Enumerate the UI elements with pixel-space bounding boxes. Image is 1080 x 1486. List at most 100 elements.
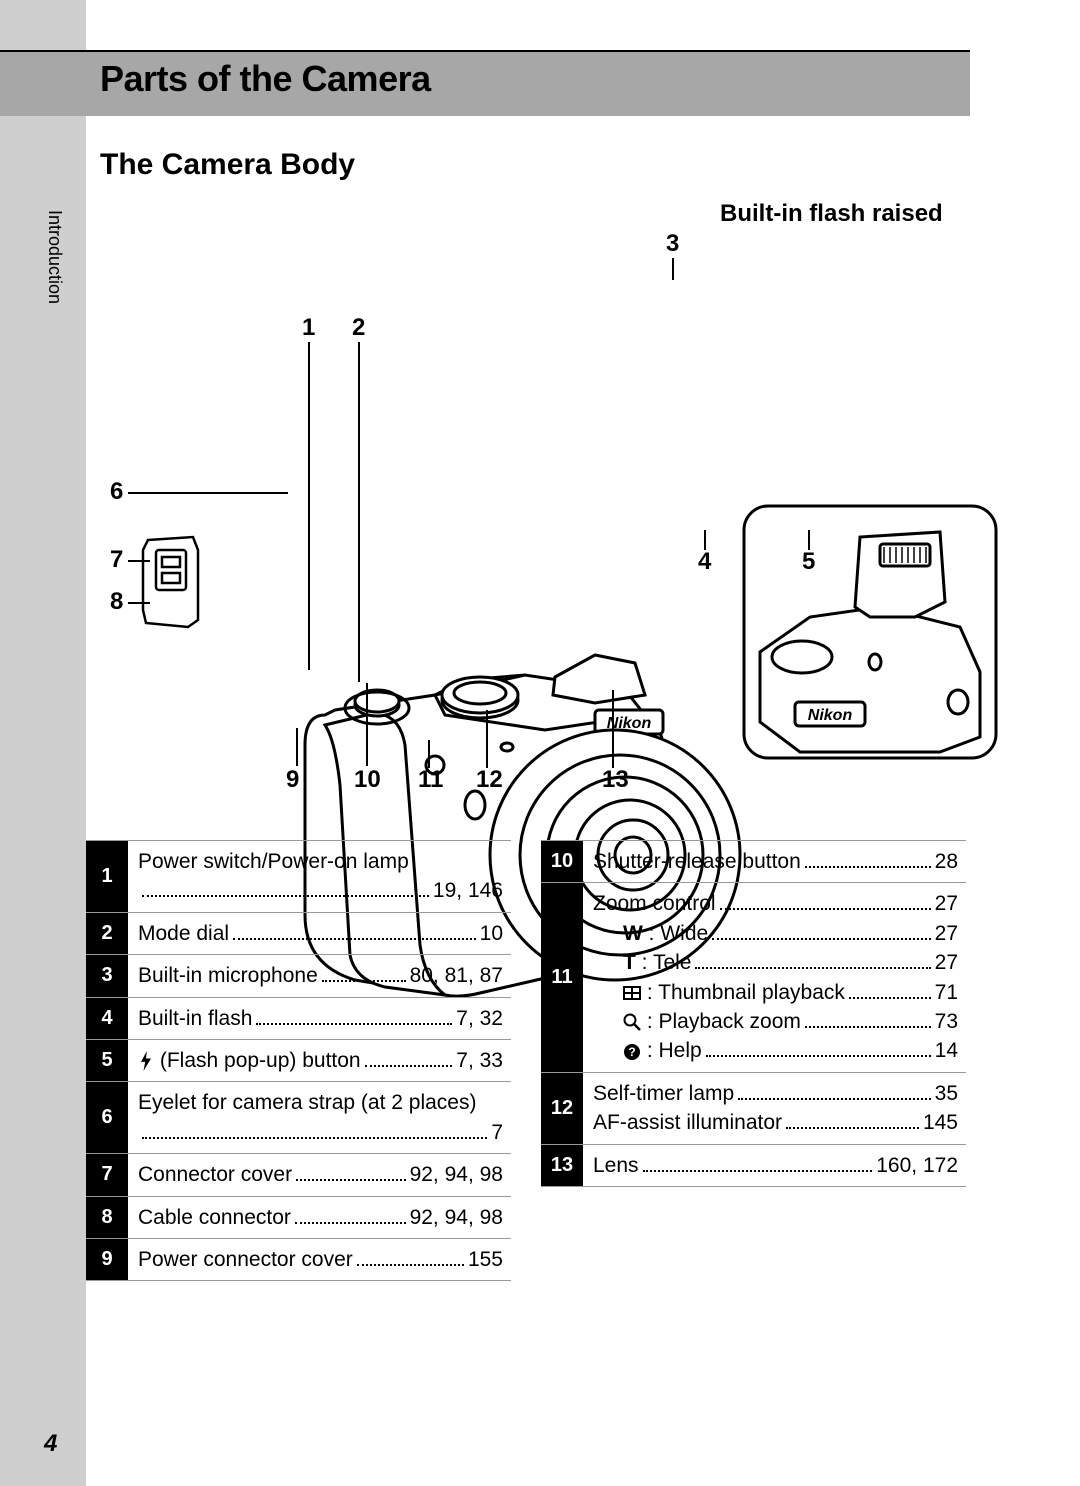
callout-5: 5 [802, 548, 815, 576]
callout-12: 12 [476, 766, 503, 794]
table-row: 3 Built-in microphone 80, 81, 87 [86, 954, 511, 996]
row-number: 12 [541, 1073, 583, 1144]
entry-label: ? : Help [623, 1036, 702, 1065]
parts-table-right: 10Shutter-release button2811Zoom control… [541, 840, 966, 1281]
svg-text:?: ? [628, 1045, 635, 1059]
row-description: Power connector cover 155 [128, 1239, 511, 1280]
row-number: 2 [86, 913, 128, 954]
entry-label: Zoom control [593, 889, 716, 918]
entry-page: 35 [935, 1079, 958, 1108]
camera-diagram: Nikon [100, 230, 900, 800]
row-description: Self-timer lamp 35 AF-assist illuminator 14… [583, 1073, 966, 1144]
entry-page: 7, 32 [456, 1004, 503, 1033]
row-number: 7 [86, 1154, 128, 1195]
callout-11: 11 [418, 766, 443, 794]
entry-page: 7 [491, 1118, 503, 1147]
row-description: Power switch/Power-on lamp 19, 146 [128, 841, 511, 912]
entry-label: Mode dial [138, 919, 229, 948]
entry-label: Lens [593, 1151, 639, 1180]
row-description: Shutter-release button 28 [583, 841, 966, 882]
entry-label: Built-in microphone [138, 961, 318, 990]
row-description: Mode dial 10 [128, 913, 511, 954]
entry-page: 145 [923, 1108, 958, 1137]
parts-reference-table: 1Power switch/Power-on lamp19, 1462Mode … [86, 840, 966, 1281]
row-number: 1 [86, 841, 128, 912]
callout-4: 4 [698, 548, 711, 576]
flash-inset-label: Built-in flash raised [720, 200, 943, 228]
row-description: Connector cover 92, 94, 98 [128, 1154, 511, 1195]
row-number: 6 [86, 1082, 128, 1153]
row-number: 3 [86, 955, 128, 996]
section-title: The Camera Body [100, 148, 355, 182]
entry-label: (Flash pop-up) button [138, 1046, 361, 1075]
entry-page: 92, 94, 98 [410, 1160, 503, 1189]
row-description: Lens 160, 172 [583, 1145, 966, 1186]
entry-label: Connector cover [138, 1160, 292, 1189]
entry-page: 27 [935, 948, 958, 977]
entry-label: Eyelet for camera strap (at 2 places) [138, 1088, 476, 1117]
row-number: 5 [86, 1040, 128, 1081]
row-number: 11 [541, 883, 583, 1071]
table-row: 7 Connector cover 92, 94, 98 [86, 1153, 511, 1195]
row-number: 9 [86, 1239, 128, 1280]
entry-page: 27 [935, 889, 958, 918]
entry-label: Built-in flash [138, 1004, 252, 1033]
entry-label: Power connector cover [138, 1245, 353, 1274]
entry-label: : Thumbnail playback [623, 978, 845, 1007]
entry-page: 73 [935, 1007, 958, 1036]
callout-9: 9 [286, 766, 299, 794]
entry-page: 28 [935, 847, 958, 876]
table-row: 13 Lens 160, 172 [541, 1144, 966, 1187]
entry-label: : Playback zoom [623, 1007, 801, 1036]
sidebar-tab [0, 0, 86, 1486]
row-description: Cable connector 92, 94, 98 [128, 1197, 511, 1238]
table-row: 9 Power connector cover 155 [86, 1238, 511, 1281]
table-row: 11 Zoom control 27 W : Wide 27 T : Tele 27 : T… [541, 882, 966, 1071]
entry-page: 27 [935, 919, 958, 948]
table-row: 1 Power switch/Power-on lamp 19, 146 [86, 840, 511, 912]
entry-page: 160, 172 [876, 1151, 958, 1180]
entry-page: 80, 81, 87 [410, 961, 503, 990]
row-description: Eyelet for camera strap (at 2 places) 7 [128, 1082, 511, 1153]
row-number: 13 [541, 1145, 583, 1186]
entry-page: 10 [480, 919, 503, 948]
callout-7: 7 [110, 546, 123, 574]
section-tab-label: Introduction [44, 210, 65, 304]
entry-page: 155 [468, 1245, 503, 1274]
page-title: Parts of the Camera [100, 58, 431, 100]
entry-label: Cable connector [138, 1203, 291, 1232]
table-row: 6 Eyelet for camera strap (at 2 places) 7 [86, 1081, 511, 1153]
entry-label: Self-timer lamp [593, 1079, 734, 1108]
callout-6: 6 [110, 478, 123, 506]
row-number: 10 [541, 841, 583, 882]
entry-page: 92, 94, 98 [410, 1203, 503, 1232]
row-description: Built-in flash 7, 32 [128, 998, 511, 1039]
table-row: 5 (Flash pop-up) button7, 33 [86, 1039, 511, 1081]
table-row: 8Cable connector92, 94, 98 [86, 1196, 511, 1238]
connector-detail-icon [138, 535, 208, 630]
page-number: 4 [44, 1430, 57, 1458]
callout-3: 3 [666, 230, 679, 258]
parts-table-left: 1Power switch/Power-on lamp19, 1462Mode … [86, 840, 511, 1281]
entry-page: 19, 146 [433, 876, 503, 905]
entry-label: W : Wide [623, 919, 708, 948]
row-description: Zoom control 27 W : Wide 27 T : Tele 27 : Thu… [583, 883, 966, 1071]
entry-label: Power switch/Power-on lamp [138, 847, 409, 876]
table-row: 12 Self-timer lamp 35 AF-assist illuminator… [541, 1072, 966, 1144]
callout-8: 8 [110, 588, 123, 616]
table-row: 2 Mode dial 10 [86, 912, 511, 954]
entry-label: Shutter-release button [593, 847, 801, 876]
entry-page: 71 [935, 978, 958, 1007]
entry-page: 14 [935, 1036, 958, 1065]
callout-1: 1 [302, 314, 315, 342]
callout-13: 13 [602, 766, 629, 794]
entry-label: AF-assist illuminator [593, 1108, 782, 1137]
entry-label: T : Tele [623, 948, 691, 977]
table-row: 10 Shutter-release button 28 [541, 840, 966, 882]
row-description: (Flash pop-up) button7, 33 [128, 1040, 511, 1081]
flash-inset-illustration: Nikon [740, 502, 1000, 762]
callout-10: 10 [354, 766, 381, 794]
callout-2: 2 [352, 314, 365, 342]
row-number: 4 [86, 998, 128, 1039]
row-description: Built-in microphone 80, 81, 87 [128, 955, 511, 996]
